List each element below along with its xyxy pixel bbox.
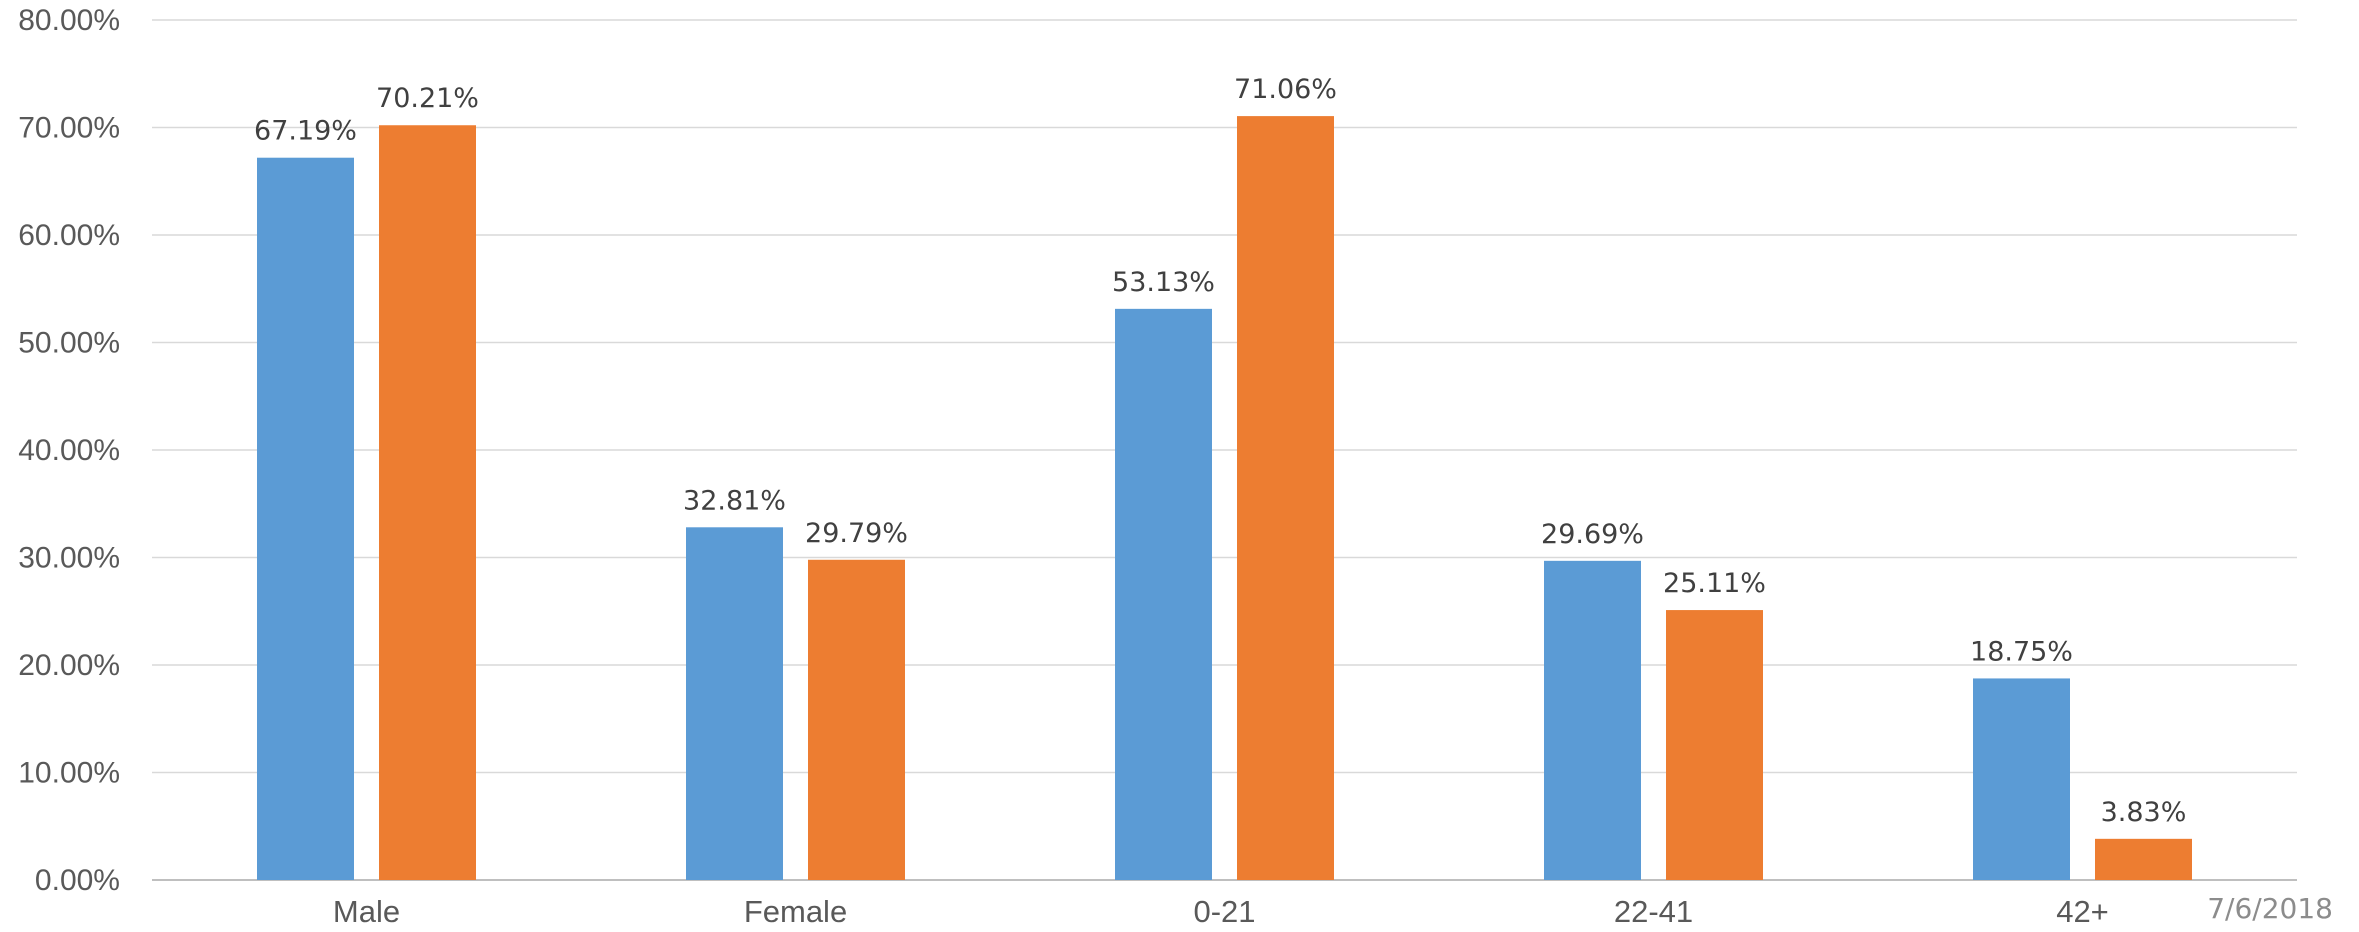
grid-lines xyxy=(152,19,2297,881)
y-tick-label: 20.00% xyxy=(18,649,120,682)
bar-series-1 xyxy=(686,527,783,880)
data-label: 29.79% xyxy=(805,518,908,549)
data-label: 25.11% xyxy=(1663,568,1766,599)
x-tick-label: 0-21 xyxy=(1193,894,1255,929)
y-tick-label: 0.00% xyxy=(35,864,120,897)
bar-series-1 xyxy=(1973,678,2070,880)
bar-series-1 xyxy=(1115,308,1212,880)
y-tick-label: 10.00% xyxy=(18,757,120,790)
bar-series-2 xyxy=(2095,838,2192,880)
data-label: 71.06% xyxy=(1234,74,1337,105)
y-tick-label: 30.00% xyxy=(18,542,120,575)
footer-date: 7/6/2018 xyxy=(2207,892,2333,925)
data-labels: 67.19% 70.21% 32.81% 29.79% 53.13% 71.06% 29.6… xyxy=(254,74,2186,828)
y-axis: 0.00% 10.00% 20.00% 30.00% 40.00% 50.00% 60.00… xyxy=(18,4,120,897)
bar-series-1 xyxy=(1544,560,1641,880)
y-tick-label: 60.00% xyxy=(18,219,120,252)
bars xyxy=(257,116,2192,881)
x-tick-label: Male xyxy=(333,894,400,929)
data-label: 29.69% xyxy=(1541,519,1644,550)
x-tick-label: Female xyxy=(744,894,847,929)
bar-series-2 xyxy=(379,125,476,881)
bar-series-2 xyxy=(808,559,905,880)
y-tick-label: 70.00% xyxy=(18,112,120,145)
bar-series-1 xyxy=(257,157,354,880)
y-tick-label: 80.00% xyxy=(18,4,120,37)
x-axis: Male Female 0-21 22-41 42+ xyxy=(333,894,2109,929)
data-label: 67.19% xyxy=(254,116,357,147)
x-tick-label: 22-41 xyxy=(1614,894,1693,929)
x-tick-label: 42+ xyxy=(2056,894,2109,929)
y-tick-label: 50.00% xyxy=(18,327,120,360)
bar-series-2 xyxy=(1666,610,1763,880)
data-label: 32.81% xyxy=(683,485,786,516)
data-label: 18.75% xyxy=(1970,636,2073,667)
bar-series-2 xyxy=(1237,116,1334,881)
data-label: 70.21% xyxy=(376,83,479,114)
y-tick-label: 40.00% xyxy=(18,434,120,467)
data-label: 3.83% xyxy=(2101,797,2187,828)
data-label: 53.13% xyxy=(1112,267,1215,298)
